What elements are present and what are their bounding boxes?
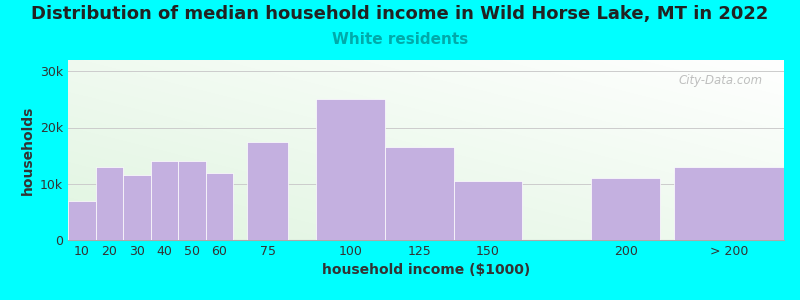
Y-axis label: households: households xyxy=(21,105,34,195)
Bar xyxy=(674,167,784,240)
Text: Distribution of median household income in Wild Horse Lake, MT in 2022: Distribution of median household income … xyxy=(31,4,769,22)
Bar xyxy=(178,161,206,240)
Bar xyxy=(591,178,660,240)
Bar xyxy=(123,175,150,240)
Bar xyxy=(316,99,385,240)
Text: White residents: White residents xyxy=(332,32,468,46)
Bar xyxy=(95,167,123,240)
Bar xyxy=(385,147,454,240)
Bar xyxy=(454,181,522,240)
Bar xyxy=(150,161,178,240)
Bar xyxy=(68,201,95,240)
Bar xyxy=(247,142,288,240)
X-axis label: household income ($1000): household income ($1000) xyxy=(322,263,530,278)
Text: City-Data.com: City-Data.com xyxy=(678,74,762,87)
Bar xyxy=(206,172,234,240)
